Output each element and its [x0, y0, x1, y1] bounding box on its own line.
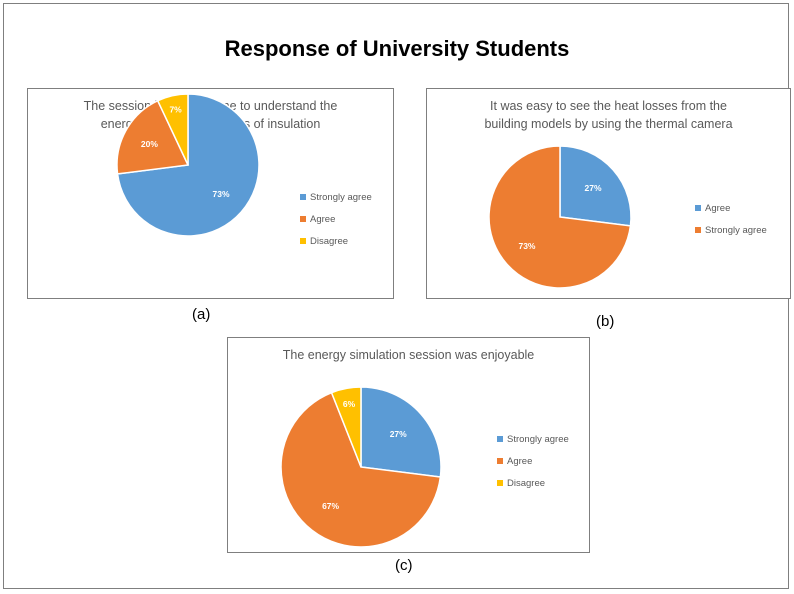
legend-item: Strongly agree — [300, 186, 372, 208]
chart-panel-c: The energy simulation session was enjoya… — [227, 337, 590, 553]
legend-label: Agree — [507, 455, 533, 467]
legend-item: Agree — [497, 450, 569, 472]
chart-c-caption: (c) — [395, 557, 413, 574]
legend-swatch — [497, 480, 503, 486]
legend-item: Disagree — [497, 472, 569, 494]
chart-panel-a: The session has helped me to understand … — [27, 88, 394, 299]
pie-slice-agree — [559, 145, 632, 227]
legend-label: Disagree — [310, 235, 349, 247]
pie-slice-label: 73% — [518, 241, 535, 251]
pie-chart-c: 27% 67% 6% — [280, 386, 442, 548]
legend-swatch — [300, 238, 306, 244]
legend-swatch — [300, 194, 306, 200]
legend-item: Agree — [300, 208, 372, 230]
pie-slice-label: 27% — [390, 429, 407, 439]
pie-chart-a: 73% 20% 7% — [116, 93, 260, 237]
legend-label: Strongly agree — [507, 433, 569, 445]
legend-item: Disagree — [300, 230, 372, 252]
chart-c-title: The energy simulation session was enjoya… — [282, 348, 535, 362]
chart-c-legend: Strongly agree Agree Disagree — [497, 428, 569, 494]
chart-b-legend: Agree Strongly agree — [695, 197, 767, 241]
legend-label: Strongly agree — [705, 224, 767, 236]
legend-item: Strongly agree — [497, 428, 569, 450]
legend-swatch — [300, 216, 306, 222]
pie-slice-label: 67% — [322, 501, 339, 511]
pie-slice-disagree — [330, 386, 362, 468]
legend-swatch — [497, 436, 503, 442]
legend-swatch — [695, 227, 701, 233]
pie-slice-strongly-agree — [488, 145, 632, 289]
legend-label: Disagree — [507, 477, 546, 489]
pie-slice-label: 6% — [343, 399, 356, 409]
chart-a-caption: (a) — [192, 306, 211, 323]
chart-b-title: It was easy to see the heat losses from … — [484, 99, 733, 131]
pie-slice-label: 73% — [213, 189, 230, 199]
pie-chart-b: 27% 73% — [488, 145, 632, 289]
figure-title: Response of University Students — [224, 36, 570, 61]
pie-slice-label: 7% — [169, 105, 182, 115]
legend-label: Agree — [310, 213, 336, 225]
pie-slice-disagree — [156, 93, 189, 166]
legend-item: Agree — [695, 197, 767, 219]
pie-slice-label: 27% — [585, 183, 602, 193]
legend-label: Strongly agree — [310, 191, 372, 203]
legend-swatch — [695, 205, 701, 211]
legend-item: Strongly agree — [695, 219, 767, 241]
legend-label: Agree — [705, 202, 731, 214]
legend-swatch — [497, 458, 503, 464]
pie-slice-strongly-agree — [360, 386, 442, 478]
chart-panel-b: It was easy to see the heat losses from … — [426, 88, 791, 299]
chart-a-legend: Strongly agree Agree Disagree — [300, 186, 372, 252]
pie-slice-agree — [116, 99, 190, 175]
pie-slice-agree — [280, 391, 442, 548]
pie-slice-label: 20% — [141, 139, 158, 149]
chart-b-caption: (b) — [596, 313, 615, 330]
